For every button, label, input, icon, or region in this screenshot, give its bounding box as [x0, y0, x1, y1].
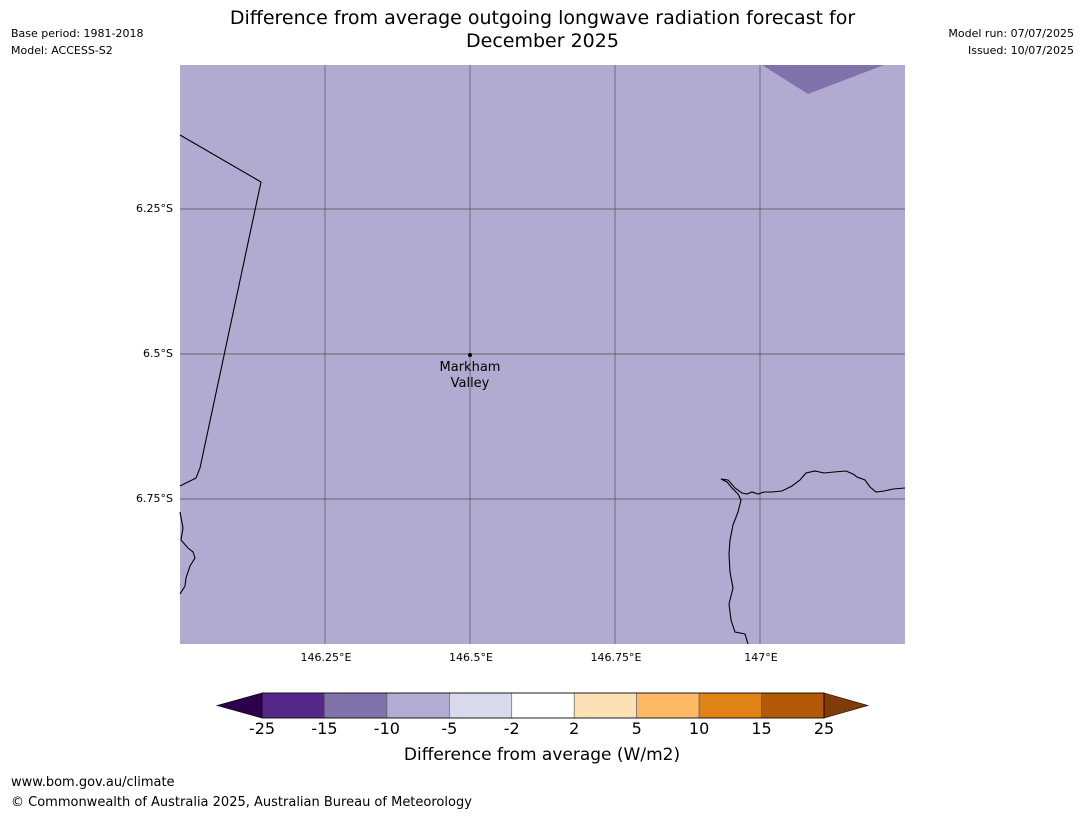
place-name-line2: Valley [450, 376, 490, 391]
model-run-text: Model run: 07/07/2025 [948, 27, 1074, 40]
base-period-text: Base period: 1981-2018 [11, 27, 144, 40]
lat-label: 6.75°S [136, 492, 173, 505]
colorbar-tick-label: -15 [311, 719, 338, 738]
colorbar [215, 692, 870, 719]
place-marker [468, 353, 472, 357]
colorbar-tick-label: -2 [503, 719, 520, 738]
colorbar-tick-label: 10 [688, 719, 710, 738]
coastlines [179, 134, 906, 645]
border-line [179, 134, 262, 487]
colorbar-extend-low [215, 692, 263, 719]
header-meta-right: Model run: 07/07/2025 Issued: 10/07/2025 [948, 25, 1074, 59]
colorbar-bin [324, 692, 388, 719]
colorbar-tick-label: 2 [569, 719, 580, 738]
place-label: Markham Valley [420, 360, 520, 392]
map-title-line2: December 2025 [466, 30, 619, 52]
lat-label: 6.5°S [143, 347, 173, 360]
lon-label: 147°E [744, 651, 778, 664]
colorbar-bin [261, 692, 325, 719]
anomaly-patch [762, 65, 884, 94]
colorbar-tick-label: -10 [373, 719, 400, 738]
colorbar-tick-label: 5 [631, 719, 642, 738]
map-title-line1: Difference from average outgoing longwav… [229, 7, 856, 29]
lat-label: 6.25°S [136, 202, 173, 215]
lon-label: 146.25°E [300, 651, 352, 664]
footer-copyright: © Commonwealth of Australia 2025, Austra… [11, 795, 472, 810]
colorbar-bin [511, 692, 575, 719]
header-meta-left: Base period: 1981-2018 Model: ACCESS-S2 [11, 25, 143, 59]
colorbar-outline [261, 692, 825, 719]
coastline-east [720, 470, 906, 645]
place-name-line1: Markham [439, 360, 501, 375]
colorbar-tick-label: 15 [751, 719, 772, 738]
lon-label: 146.75°E [590, 651, 642, 664]
footer-url: www.bom.gov.au/climate [11, 775, 175, 790]
colorbar-bin [636, 692, 700, 719]
issued-text: Issued: 10/07/2025 [967, 44, 1074, 57]
colorbar-tick-label: 25 [813, 719, 835, 738]
colorbar-label: Difference from average (W/m2) [403, 745, 681, 765]
colorbar-bin [761, 692, 825, 719]
colorbar-bin [573, 692, 637, 719]
colorbar-bin [698, 692, 762, 719]
map-title: Difference from average outgoing longwav… [180, 7, 905, 53]
lon-label: 146.5°E [449, 651, 493, 664]
colorbar-bin [386, 692, 450, 719]
colorbar-tick-label: -5 [441, 719, 458, 738]
colorbar-bin [449, 692, 513, 719]
coastline-west [179, 511, 196, 595]
colorbar-extend-high [823, 692, 870, 719]
model-text: Model: ACCESS-S2 [11, 44, 113, 57]
anomaly-field [180, 65, 905, 644]
colorbar-tick-label: -25 [248, 719, 276, 738]
